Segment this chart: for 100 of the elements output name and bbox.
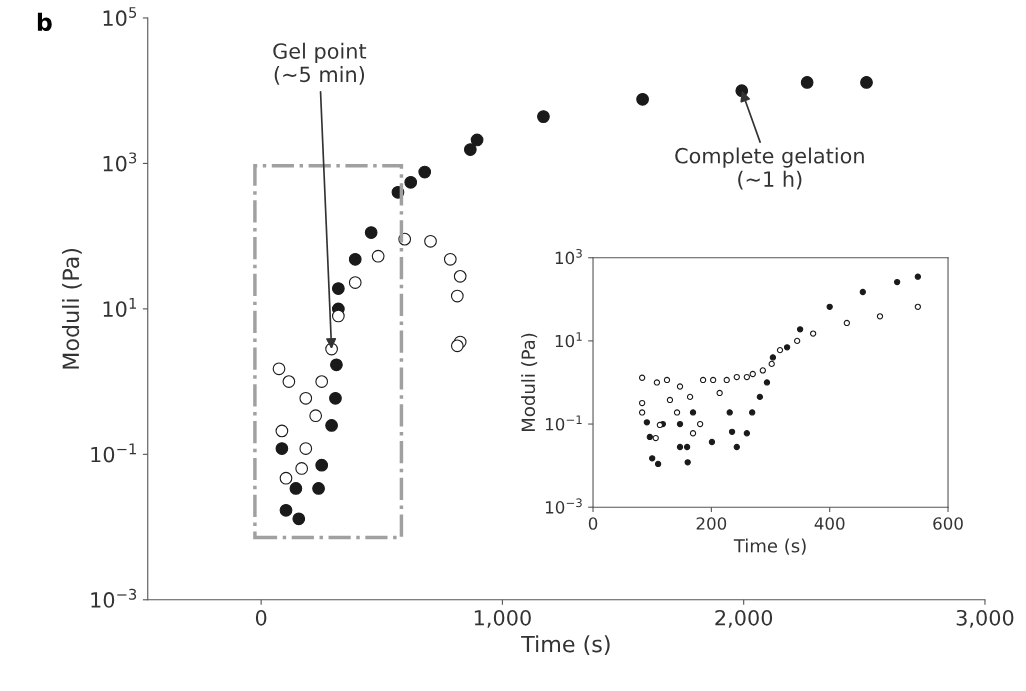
x-tick-label: 2,000 <box>715 609 773 628</box>
point <box>348 276 362 289</box>
point <box>696 420 704 428</box>
point <box>686 393 694 401</box>
point <box>295 462 309 475</box>
point <box>371 249 385 263</box>
point <box>683 443 691 451</box>
point <box>279 471 293 485</box>
point <box>699 376 707 384</box>
point <box>309 409 323 423</box>
y-tick-label: 10$^{3}$ <box>555 248 582 265</box>
x-tick-label: 0 <box>255 609 267 626</box>
point <box>859 288 866 296</box>
point <box>470 133 484 147</box>
x-tick-label: 400 <box>814 517 845 530</box>
point <box>893 278 901 286</box>
point <box>418 165 432 179</box>
point <box>275 442 289 455</box>
point <box>272 362 286 376</box>
point <box>636 92 649 106</box>
x-axis-title: Time (s) <box>733 538 806 555</box>
point <box>453 269 467 283</box>
point <box>759 367 766 374</box>
point <box>726 409 733 416</box>
y-tick-label: 10$^{5}$ <box>103 7 137 27</box>
point <box>331 309 345 323</box>
point <box>450 289 464 303</box>
point <box>299 442 313 455</box>
point <box>749 409 756 416</box>
point <box>348 252 362 266</box>
point <box>809 330 817 337</box>
point <box>299 391 313 405</box>
point <box>638 399 646 407</box>
point <box>860 76 873 89</box>
point <box>673 409 681 416</box>
point <box>279 503 293 517</box>
point <box>663 376 671 384</box>
point <box>292 512 306 526</box>
x-tick-label: 3,000 <box>956 609 1014 628</box>
y-tick-label: 10$^{1}$ <box>103 298 136 317</box>
point <box>450 339 464 353</box>
point <box>763 379 771 386</box>
point <box>793 337 801 345</box>
x-axis-title: Time (s) <box>521 635 610 656</box>
point <box>743 430 751 437</box>
text: b <box>37 12 52 32</box>
point <box>443 252 457 266</box>
y-tick-label: 10$^{−1}$ <box>545 415 582 431</box>
point <box>275 424 289 438</box>
point <box>749 370 756 378</box>
point <box>329 391 342 405</box>
point <box>768 360 775 368</box>
point <box>315 458 329 472</box>
point <box>537 110 550 123</box>
y-tick-label: 10$^{1}$ <box>555 332 582 348</box>
x-tick-label: 1,000 <box>474 609 531 628</box>
point <box>716 389 723 397</box>
y-tick-label: 10$^{3}$ <box>103 152 137 172</box>
point <box>643 419 651 426</box>
point <box>424 234 437 248</box>
point <box>756 393 764 401</box>
point <box>914 273 922 280</box>
x-tick-label: 200 <box>696 517 727 530</box>
point <box>800 76 814 89</box>
point <box>733 373 740 381</box>
point <box>676 383 684 390</box>
point <box>331 282 345 295</box>
point <box>649 455 656 462</box>
y-axis-title: Moduli (Pa) <box>62 248 82 369</box>
point <box>282 375 296 388</box>
point <box>666 396 674 404</box>
point <box>676 420 684 428</box>
point <box>796 326 804 333</box>
point <box>843 319 851 327</box>
point <box>654 460 662 468</box>
point <box>646 433 653 441</box>
annotation: Complete gelation (~1 h) <box>675 147 864 190</box>
point <box>364 226 378 239</box>
point <box>689 430 697 437</box>
point <box>826 303 833 310</box>
point <box>315 375 329 388</box>
point <box>638 409 646 416</box>
point <box>776 346 784 354</box>
point <box>914 303 922 310</box>
point <box>676 443 684 451</box>
y-tick-label: 10$^{−1}$ <box>91 443 136 463</box>
x-tick-label: 600 <box>933 517 963 530</box>
point <box>689 409 697 416</box>
point <box>289 482 303 495</box>
point <box>638 374 646 381</box>
x-tick-label: 0 <box>588 517 598 530</box>
point <box>728 428 736 435</box>
y-tick-label: 10$^{−3}$ <box>545 498 582 514</box>
y-tick-label: 10$^{−3}$ <box>91 588 137 608</box>
point <box>723 376 730 384</box>
point <box>312 482 325 495</box>
point <box>733 443 740 451</box>
point <box>876 313 884 320</box>
point <box>652 434 659 442</box>
point <box>330 358 343 372</box>
